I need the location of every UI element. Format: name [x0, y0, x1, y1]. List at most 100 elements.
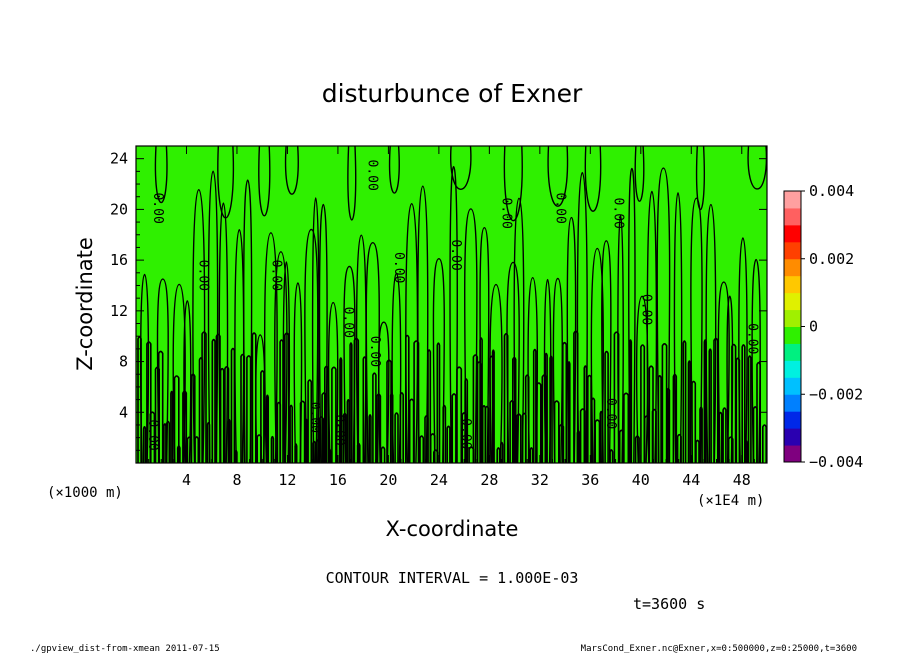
contour-line-64: [137, 336, 142, 463]
contour-line-97: [279, 339, 284, 463]
contour-label-0: 0.00: [145, 419, 160, 450]
contour-line-26: [449, 165, 458, 464]
contour-line-67: [149, 411, 156, 463]
colorbar-segment-7: [784, 326, 801, 344]
contour-line-174: [594, 419, 601, 463]
contour-line-110: [331, 366, 337, 463]
contour-line-56: [388, 145, 400, 194]
contour-line-163: [549, 355, 553, 463]
contour-label-16: 0.00: [638, 294, 653, 325]
x-axis-label: X-coordinate: [386, 517, 519, 541]
x-tick-label-11: 48: [733, 471, 751, 489]
contour-line-166: [562, 341, 568, 463]
contour-line-136: [442, 404, 447, 463]
contour-line-141: [464, 378, 469, 463]
contour-line-187: [657, 375, 662, 463]
y-tick-label-3: 16: [110, 251, 128, 269]
contour-line-35: [566, 216, 577, 464]
x-tick-label-10: 44: [682, 471, 700, 489]
contour-line-72: [170, 390, 174, 463]
contour-line-171: [583, 365, 588, 463]
contour-line-40: [628, 167, 636, 464]
x-tick-label-2: 12: [278, 471, 296, 489]
contour-line-191: [676, 433, 682, 463]
contour-line-117: [356, 442, 361, 463]
y-tick-label-5: 24: [110, 150, 128, 168]
colorbar-segment-9: [784, 292, 801, 311]
contour-line-106: [318, 416, 325, 463]
contour-line-42: [646, 190, 658, 464]
contour-line-70: [163, 423, 167, 463]
contour-line-158: [529, 447, 534, 463]
contour-line-1: [156, 278, 169, 464]
contour-line-73: [173, 375, 180, 463]
contour-line-52: [217, 145, 235, 219]
contour-line-43: [656, 167, 671, 464]
contour-line-102: [304, 418, 309, 463]
contour-line-133: [429, 433, 436, 463]
contour-line-94: [265, 394, 269, 463]
contour-line-167: [567, 361, 571, 463]
y-axis-label: Z-coordinate: [73, 237, 97, 371]
colorbar-segment-12: [784, 241, 801, 260]
contour-line-159: [532, 348, 537, 463]
contour-line-65: [142, 426, 147, 463]
contour-line-78: [194, 436, 200, 463]
contour-line-31: [513, 197, 525, 464]
contour-line-53: [258, 145, 271, 217]
contour-line-183: [640, 344, 646, 463]
colorbar-segment-2: [784, 411, 801, 429]
y-unit-label: (×1000 m): [47, 485, 123, 501]
contour-line-185: [648, 365, 654, 463]
contour-line-90: [246, 355, 252, 463]
contour-line-149: [491, 349, 495, 463]
x-tick-label-6: 28: [480, 471, 498, 489]
contour-line-103: [307, 379, 313, 463]
contour-line-189: [666, 387, 671, 463]
contour-line-135: [436, 342, 441, 463]
contour-line-75: [182, 390, 188, 463]
contour-line-108: [324, 365, 330, 463]
contour-label-9: 0.00: [611, 198, 626, 229]
contour-line-93: [260, 370, 265, 463]
contour-label-10: 0.00: [341, 307, 356, 338]
contour-line-209: [756, 361, 761, 463]
colorbar-segment-1: [784, 428, 801, 446]
contour-line-193: [687, 360, 691, 463]
colorbar-tick-label-0: 0.004: [809, 182, 854, 200]
contour-line-77: [190, 373, 196, 463]
contour-label-3: 0.00: [269, 260, 284, 291]
colorbar-segment-14: [784, 207, 801, 226]
contour-line-14: [304, 228, 319, 464]
colorbar-tick-label-2: 0: [809, 318, 818, 336]
x-tick-label-0: 4: [182, 471, 191, 489]
contour-label-4: 0.00: [364, 160, 379, 191]
contour-line-196: [699, 406, 703, 463]
contour-label-11: 0.00: [367, 336, 382, 367]
contour-lines: [137, 145, 768, 464]
contour-line-123: [386, 359, 392, 463]
x-tick-label-4: 20: [379, 471, 397, 489]
contour-line-129: [413, 340, 420, 463]
chart-title: disturbunce of Exner: [322, 79, 583, 108]
footer-left: ./gpview_dist-from-xmean 2011-07-15: [30, 644, 220, 654]
contour-line-173: [591, 397, 596, 463]
contour-line-160: [536, 382, 542, 463]
colorbar-segment-0: [784, 445, 801, 463]
colorbar-segment-11: [784, 258, 801, 277]
contour-line-206: [744, 440, 748, 463]
contour-line-25: [432, 257, 446, 464]
contour-line-190: [672, 373, 678, 463]
contour-line-58: [503, 145, 523, 221]
contour-line-21: [377, 321, 390, 464]
contour-line-202: [727, 436, 734, 463]
contour-line-62: [695, 145, 706, 211]
contour-line-205: [741, 344, 746, 463]
colorbar-segment-3: [784, 394, 801, 412]
contour-label-6: 0.00: [448, 239, 463, 270]
contour-line-180: [623, 392, 630, 463]
contour-line-105: [315, 439, 320, 463]
contour-line-178: [613, 331, 620, 463]
contour-line-59: [547, 145, 569, 207]
contour-line-4: [192, 188, 206, 464]
